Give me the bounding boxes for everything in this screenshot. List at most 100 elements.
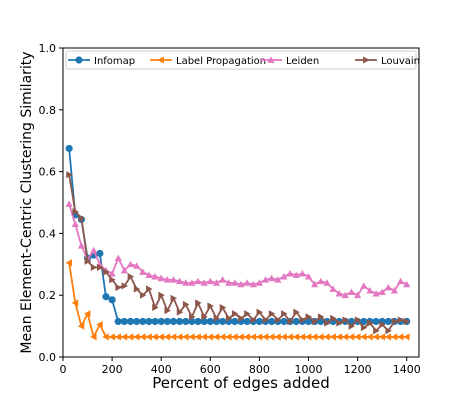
data-point-louvain xyxy=(250,316,257,324)
data-point-louvain xyxy=(311,317,319,326)
data-point-leiden xyxy=(341,291,349,299)
data-point-louvain xyxy=(207,302,214,310)
data-point-leiden xyxy=(200,279,208,286)
data-point-label-propagation xyxy=(96,320,103,329)
data-point-label-propagation xyxy=(126,333,134,341)
data-point-leiden xyxy=(120,266,128,274)
data-point-louvain xyxy=(293,308,300,316)
data-point-leiden xyxy=(169,276,178,283)
series-line-label-propagation xyxy=(68,262,407,338)
data-point-infomap xyxy=(126,317,135,326)
data-point-infomap xyxy=(194,317,202,326)
data-point-leiden xyxy=(304,273,313,280)
data-point-infomap xyxy=(133,317,141,326)
data-point-louvain xyxy=(360,324,368,332)
data-point-label-propagation xyxy=(200,333,208,341)
data-point-louvain xyxy=(189,313,196,321)
data-point-louvain xyxy=(231,310,239,318)
data-point-leiden xyxy=(231,279,239,286)
data-point-louvain xyxy=(225,314,233,322)
data-point-leiden xyxy=(347,288,356,295)
data-point-infomap xyxy=(163,317,171,326)
data-point-infomap xyxy=(182,317,190,326)
data-point-louvain xyxy=(336,319,343,327)
legend-entries: Infomap Label Propagation Leiden Louvain xyxy=(68,56,420,67)
data-point-leiden xyxy=(354,291,362,299)
data-point-louvain xyxy=(256,308,264,316)
data-point-label-propagation xyxy=(366,333,373,341)
data-point-leiden xyxy=(378,288,386,295)
data-point-louvain xyxy=(342,316,349,324)
data-point-louvain xyxy=(219,303,227,312)
series-line-leiden xyxy=(68,203,408,297)
data-point-label-propagation xyxy=(329,333,336,341)
data-point-leiden xyxy=(243,279,251,286)
data-point-label-propagation xyxy=(225,333,232,341)
x-tick-label: 1000 xyxy=(295,363,323,376)
data-point-louvain xyxy=(354,316,362,324)
data-point-infomap xyxy=(360,317,368,326)
data-point-leiden xyxy=(225,279,233,286)
data-point-infomap xyxy=(157,317,165,326)
plot-frame xyxy=(62,47,420,358)
legend-label: Louvain xyxy=(381,56,420,67)
data-point-label-propagation xyxy=(139,333,146,341)
legend-label: Leiden xyxy=(286,56,319,67)
data-point-leiden xyxy=(372,290,380,297)
data-point-label-propagation xyxy=(249,333,257,341)
data-point-leiden xyxy=(126,260,135,268)
data-point-label-propagation xyxy=(341,333,349,341)
data-point-louvain xyxy=(182,300,190,309)
data-point-infomap xyxy=(268,317,276,326)
data-point-louvain xyxy=(195,299,202,307)
data-point-infomap xyxy=(151,317,159,326)
data-point-label-propagation xyxy=(157,333,165,341)
data-point-label-propagation xyxy=(163,333,171,341)
data-point-leiden xyxy=(268,274,276,282)
data-point-louvain xyxy=(213,314,221,322)
data-point-infomap xyxy=(96,249,104,258)
data-point-leiden xyxy=(176,277,184,285)
data-point-leiden xyxy=(114,254,122,261)
y-tick-label: 0.0 xyxy=(39,351,57,364)
x-tick-label: 1200 xyxy=(344,363,372,376)
legend-label: Infomap xyxy=(94,56,135,67)
data-point-infomap xyxy=(218,317,227,326)
data-point-label-propagation xyxy=(396,333,404,341)
legend-marker-leiden xyxy=(267,56,275,63)
data-point-leiden xyxy=(366,286,374,294)
data-point-louvain xyxy=(90,263,98,271)
legend-item-louvain: Louvain xyxy=(355,56,420,67)
data-point-label-propagation xyxy=(169,333,177,341)
data-point-leiden xyxy=(108,269,116,277)
data-point-infomap xyxy=(243,317,251,326)
legend-marker-label-propagation xyxy=(157,56,164,64)
legend-item-infomap: Infomap xyxy=(68,56,135,67)
data-point-label-propagation xyxy=(347,333,355,341)
y-tick-label: 0.2 xyxy=(39,289,57,302)
series-leiden xyxy=(65,200,411,299)
data-point-label-propagation xyxy=(176,333,183,341)
data-point-leiden xyxy=(390,286,399,294)
data-point-louvain xyxy=(72,208,79,216)
x-tick-label: 0 xyxy=(60,363,67,376)
data-point-leiden xyxy=(188,279,196,286)
data-point-leiden xyxy=(249,280,257,288)
data-point-louvain xyxy=(78,214,86,222)
data-point-label-propagation xyxy=(182,333,189,341)
data-point-leiden xyxy=(206,277,214,285)
data-point-label-propagation xyxy=(268,333,275,341)
data-point-infomap xyxy=(292,317,300,326)
data-point-louvain xyxy=(262,316,270,324)
legend-label: Label Propagation xyxy=(176,56,266,67)
data-point-louvain xyxy=(391,317,399,326)
data-point-leiden xyxy=(335,290,343,297)
data-point-louvain xyxy=(268,310,276,318)
data-point-label-propagation xyxy=(188,333,195,341)
data-point-louvain xyxy=(133,285,141,293)
data-point-louvain xyxy=(66,171,73,179)
data-point-louvain xyxy=(201,313,208,321)
data-point-leiden xyxy=(145,271,153,278)
legend-item-leiden: Leiden xyxy=(260,56,319,67)
